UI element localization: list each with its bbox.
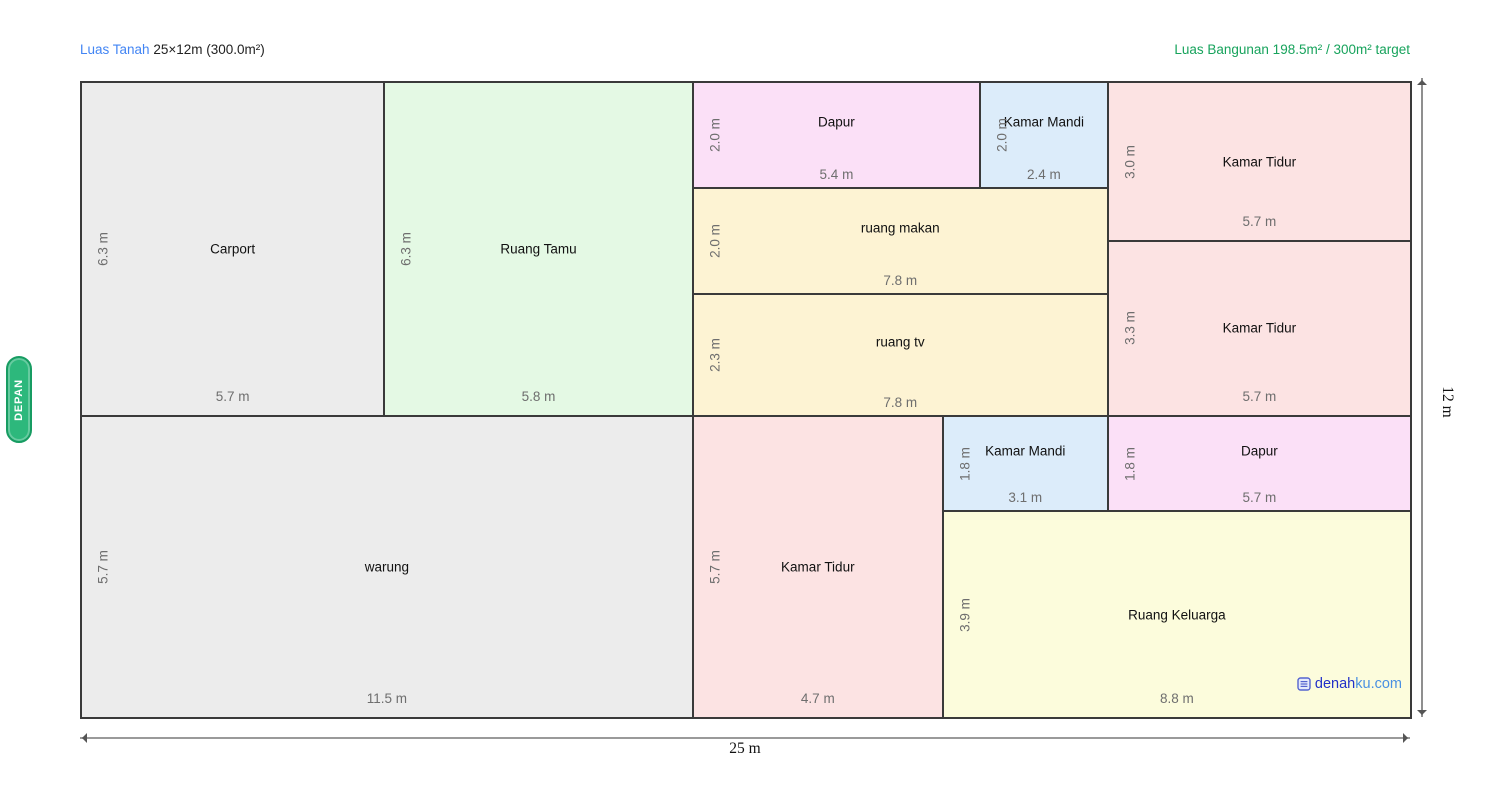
room-kamar-mandi[interactable]: Kamar Mandi 3.1 m 1.8 m: [942, 415, 1108, 512]
room-name-label: Ruang Tamu: [500, 241, 577, 257]
room-carport[interactable]: Carport 5.7 m 6.3 m: [81, 82, 385, 416]
room-height-label: 3.0 m: [1122, 144, 1138, 179]
room-kamar-mandi[interactable]: Kamar Mandi 2.4 m 2.0 m: [980, 82, 1108, 188]
room-width-label: 5.7 m: [1242, 214, 1277, 229]
room-width-label: 8.8 m: [1160, 690, 1194, 706]
room-kamar-tidur[interactable]: Kamar Tidur 4.7 m 5.7 m: [692, 415, 943, 718]
land-height-dimension-line: [1417, 78, 1427, 717]
arrow-up-icon: [1417, 75, 1427, 85]
room-height-label: 6.3 m: [398, 232, 414, 266]
room-width-label: 4.7 m: [800, 690, 835, 706]
room-ruang-tv[interactable]: ruang tv 7.8 m 2.3 m: [692, 294, 1108, 416]
room-height-label: 1.8 m: [1122, 446, 1138, 481]
room-height-label: 1.8 m: [957, 446, 973, 481]
room-ruang-tamu[interactable]: Ruang Tamu 5.8 m 6.3 m: [384, 82, 693, 416]
room-width-label: 7.8 m: [883, 273, 918, 288]
land-width-dimension-label: 25 m: [729, 740, 761, 757]
room-width-label: 5.4 m: [819, 167, 854, 182]
room-width-label: 7.8 m: [883, 394, 918, 410]
room-width-label: 3.1 m: [1008, 490, 1043, 506]
room-width-label: 5.8 m: [521, 388, 556, 404]
room-width-label: 5.7 m: [1242, 388, 1277, 404]
room-width-label: 2.4 m: [1027, 167, 1061, 182]
room-width-label: 5.7 m: [1242, 490, 1277, 506]
room-warung[interactable]: warung 11.5 m 5.7 m: [81, 415, 693, 718]
room-name-label: ruang makan: [860, 220, 940, 236]
denahku-watermark-link[interactable]: denahku.com: [1297, 676, 1402, 692]
room-name-label: Kamar Tidur: [1222, 154, 1297, 169]
room-dapur[interactable]: Dapur 5.4 m 2.0 m: [692, 82, 981, 188]
room-name-label: Dapur: [818, 114, 855, 130]
room-ruang-keluarga[interactable]: Ruang Keluarga 8.8 m 3.9 m: [942, 511, 1411, 718]
front-direction-badge-label: DEPAN: [13, 378, 26, 421]
land-height-dimension-label: 12 m: [1439, 386, 1456, 418]
room-name-label: Kamar Mandi: [985, 443, 1066, 459]
room-height-label: 3.3 m: [1122, 311, 1138, 346]
arrow-left-icon: [77, 733, 87, 743]
room-height-label: 5.7 m: [95, 550, 111, 584]
arrow-right-icon: [1403, 733, 1413, 743]
room-kamar-tidur[interactable]: Kamar Tidur 5.7 m 3.0 m: [1107, 82, 1411, 241]
land-width-dimension-line: [80, 733, 1410, 743]
room-name-label: Kamar Tidur: [1222, 320, 1297, 336]
room-height-label: 6.3 m: [95, 232, 111, 266]
room-name-label: Ruang Keluarga: [1128, 607, 1226, 623]
room-width-label: 5.7 m: [215, 388, 250, 404]
front-direction-badge[interactable]: DEPAN: [6, 356, 32, 443]
room-height-label: 2.3 m: [707, 338, 723, 372]
list-icon: [1297, 677, 1311, 691]
land-size-label: Luas Tanah 25×12m (300.0m²): [80, 42, 265, 57]
room-ruang-makan[interactable]: ruang makan 7.8 m 2.0 m: [692, 188, 1108, 294]
land-size-caption: Luas Tanah: [80, 42, 150, 57]
room-height-label: 2.0 m: [707, 224, 723, 258]
room-kamar-tidur[interactable]: Kamar Tidur 5.7 m 3.3 m: [1107, 241, 1411, 416]
watermark-text-secondary: ku.com: [1355, 676, 1402, 692]
room-name-label: Kamar Tidur: [781, 559, 855, 575]
room-name-label: ruang tv: [875, 334, 925, 350]
room-name-label: Dapur: [1240, 443, 1278, 459]
room-name-label: warung: [364, 559, 410, 575]
room-height-label: 3.9 m: [957, 597, 973, 632]
room-height-label: 2.0 m: [707, 118, 723, 152]
room-name-label: Kamar Mandi: [1003, 114, 1085, 130]
room-width-label: 11.5 m: [366, 690, 408, 706]
land-size-value: 25×12m (300.0m²): [153, 42, 265, 57]
room-height-label: 2.0 m: [994, 118, 1010, 152]
watermark-text-primary: denah: [1314, 676, 1356, 692]
room-name-label: Carport: [210, 241, 256, 257]
arrow-down-icon: [1417, 710, 1427, 720]
room-dapur[interactable]: Dapur 5.7 m 1.8 m: [1107, 415, 1411, 512]
building-area-label: Luas Bangunan 198.5m² / 300m² target: [1174, 42, 1410, 57]
room-height-label: 5.7 m: [707, 550, 723, 584]
